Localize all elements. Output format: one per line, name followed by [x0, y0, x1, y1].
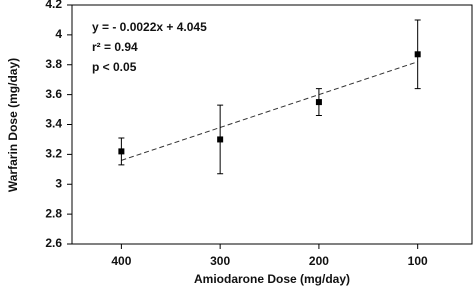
x-axis-title: Amiodarone Dose (mg/day)	[194, 272, 350, 286]
y-tick-label: 3.2	[45, 147, 62, 161]
y-tick-label: 3.6	[45, 87, 62, 101]
y-tick-label: 2.8	[45, 206, 62, 220]
x-tick-label: 400	[111, 254, 131, 268]
point	[118, 148, 125, 155]
x-tick-label: 100	[408, 254, 428, 268]
y-axis-title: Warfarin Dose (mg/day)	[6, 58, 20, 192]
y-tick-label: 4	[55, 27, 62, 41]
point	[414, 51, 421, 58]
annotation: y = - 0.0022x + 4.045	[92, 20, 207, 34]
point	[217, 136, 224, 143]
y-tick-label: 3.4	[45, 117, 62, 131]
y-tick-label: 4.2	[45, 0, 62, 11]
annotation: r² = 0.94	[92, 40, 138, 54]
y-tick-label: 3.8	[45, 57, 62, 71]
point	[315, 99, 322, 106]
trendline	[121, 61, 418, 161]
x-tick-label: 200	[309, 254, 329, 268]
x-tick-label: 300	[210, 254, 230, 268]
y-tick-label: 2.6	[45, 236, 62, 250]
y-tick-label: 3	[55, 176, 62, 190]
annotation: p < 0.05	[92, 60, 137, 74]
